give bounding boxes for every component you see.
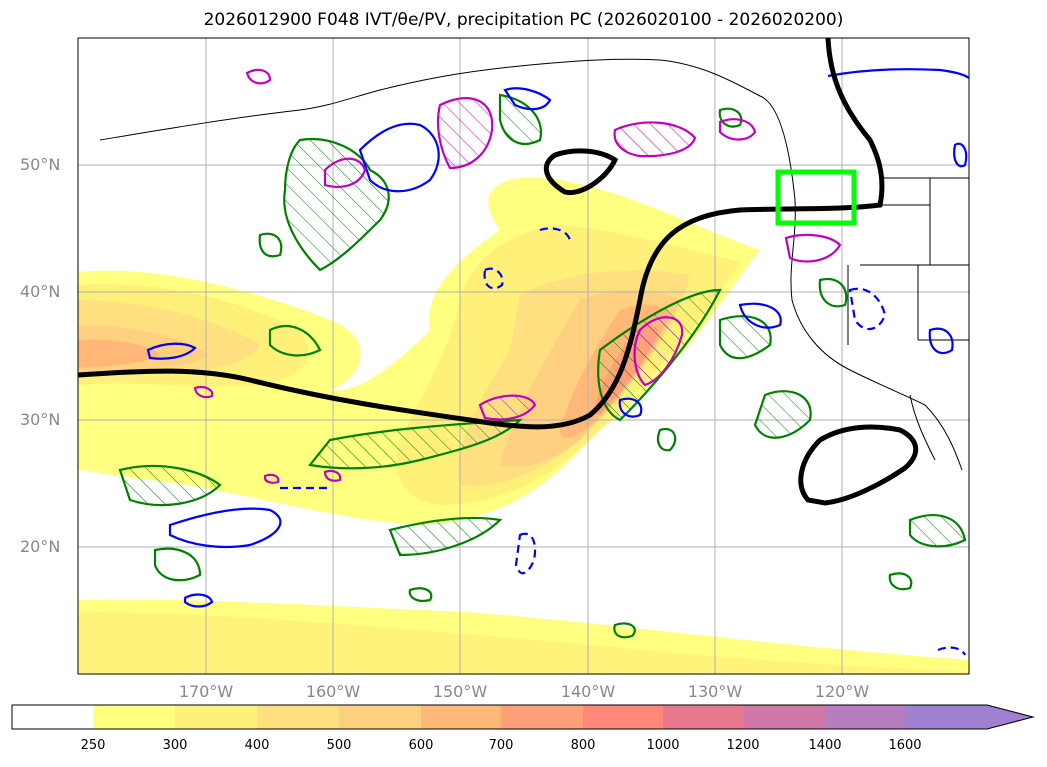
colorbar-label-600: 600 xyxy=(408,738,434,753)
colorbar-label-1000: 1000 xyxy=(646,738,680,753)
lon-label-120w: 120°W xyxy=(814,682,870,701)
highlight-box xyxy=(775,169,857,226)
lon-label-140w: 140°W xyxy=(560,682,616,701)
colorbar-label-700: 700 xyxy=(488,738,514,753)
pv-negative-contours xyxy=(146,68,969,656)
lon-label-160w: 160°W xyxy=(305,682,361,701)
colorbar xyxy=(11,704,1035,730)
colorbar-label-500: 500 xyxy=(326,738,352,753)
colorbar-label-400: 400 xyxy=(244,738,270,753)
map-frame xyxy=(77,37,970,675)
colorbar-label-1600: 1600 xyxy=(888,738,922,753)
lat-label-50: 50°N xyxy=(20,155,61,174)
lon-label-150w: 150°W xyxy=(432,682,488,701)
colorbar-label-1200: 1200 xyxy=(726,738,760,753)
lat-label-40: 40°N xyxy=(20,282,61,301)
theta-e-contours xyxy=(78,38,919,506)
lon-label-170w: 170°W xyxy=(178,682,234,701)
colorbar-label-800: 800 xyxy=(570,738,596,753)
lat-label-30: 30°N xyxy=(20,410,61,429)
coastlines xyxy=(99,58,969,471)
colorbar-label-1400: 1400 xyxy=(808,738,842,753)
lon-label-130w: 130°W xyxy=(687,682,743,701)
map-title: 2026012900 F048 IVT/θe/PV, precipitation… xyxy=(203,10,844,30)
lat-label-20: 20°N xyxy=(20,537,61,556)
colorbar-label-300: 300 xyxy=(162,738,188,753)
pv-positive-contours xyxy=(193,68,842,484)
graticule xyxy=(78,38,969,674)
colorbar-label-250: 250 xyxy=(80,738,106,753)
